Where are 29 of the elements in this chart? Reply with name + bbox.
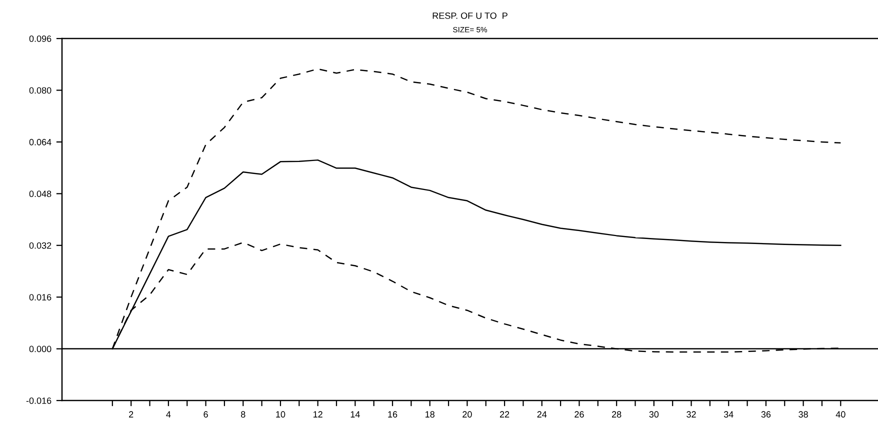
x-tick-label: 4 — [166, 411, 171, 418]
x-tick-label: 24 — [537, 411, 547, 418]
x-tick-label: 20 — [462, 411, 472, 418]
x-tick-label: 10 — [276, 411, 286, 418]
x-tick-label: 6 — [204, 411, 208, 418]
y-tick-label: 0.096 — [29, 36, 52, 42]
x-tick-label: 40 — [836, 411, 846, 418]
x-tick-label: 16 — [388, 411, 398, 418]
x-tick-label: 32 — [686, 411, 696, 418]
x-tick-label: 18 — [426, 411, 434, 418]
x-tick-label: 28 — [612, 411, 622, 418]
y-tick-label: 0.064 — [29, 138, 52, 146]
y-tick-label: 0.000 — [29, 346, 52, 352]
x-tick-label: 36 — [761, 411, 771, 418]
x-tick-label: 12 — [313, 411, 322, 418]
x-tick-label: 8 — [241, 411, 246, 418]
y-tick-label: -0.016 — [26, 397, 52, 404]
x-tick-label: 2 — [129, 411, 134, 418]
x-tick-label: 30 — [649, 411, 659, 418]
x-tick-label: 38 — [798, 411, 808, 418]
x-tick-label: 22 — [500, 411, 510, 418]
y-tick-label: 0.048 — [29, 190, 52, 198]
chart-title: RESP. OF U TO P — [432, 12, 508, 19]
y-tick-label: 0.080 — [29, 87, 52, 94]
x-tick-label: 14 — [350, 411, 360, 418]
y-tick-label: 0.032 — [29, 242, 52, 249]
x-tick-label: 26 — [574, 411, 584, 418]
y-tick-label: 0.016 — [29, 294, 52, 300]
x-tick-label: 34 — [724, 411, 734, 418]
